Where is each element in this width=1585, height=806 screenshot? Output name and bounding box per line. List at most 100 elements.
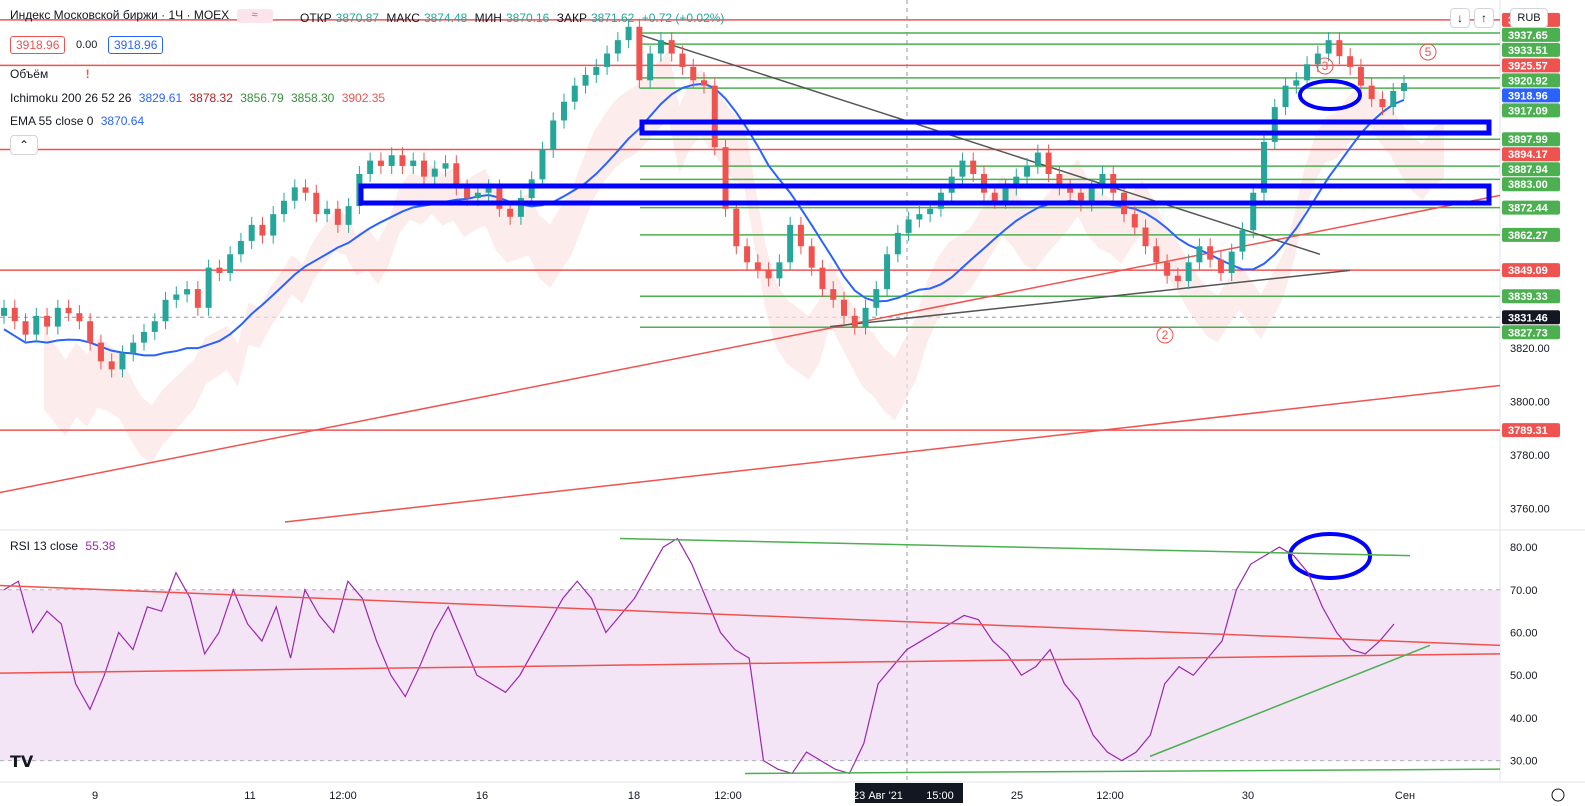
arrow-up-icon: ↑ bbox=[1481, 11, 1487, 25]
candle-body bbox=[927, 208, 934, 215]
currency-selector[interactable]: RUB bbox=[1510, 8, 1548, 28]
candle-body bbox=[1196, 246, 1203, 263]
candle-body bbox=[431, 168, 438, 177]
candle-body bbox=[1056, 173, 1063, 188]
time-axis-tick: 16 bbox=[476, 790, 488, 802]
candle-body bbox=[1002, 187, 1009, 201]
candle-body bbox=[1024, 165, 1031, 177]
candle-body bbox=[539, 149, 546, 180]
settings-gear-icon bbox=[1551, 788, 1565, 802]
collapse-legend-button[interactable]: ⌃ bbox=[10, 135, 38, 155]
volume-label[interactable]: Объём bbox=[10, 67, 49, 81]
candle-body bbox=[119, 353, 126, 370]
candle-body bbox=[550, 120, 557, 150]
candle-body bbox=[604, 53, 611, 67]
price-level-tag bbox=[1502, 73, 1560, 88]
time-axis-tick: 12:00 bbox=[329, 790, 357, 802]
candle-body bbox=[54, 307, 61, 327]
price-axis-tick: 3820.00 bbox=[1510, 343, 1550, 355]
candle-body bbox=[1261, 141, 1267, 193]
candle-body bbox=[991, 192, 998, 201]
candle-body bbox=[636, 26, 643, 81]
candle-body bbox=[1336, 40, 1343, 57]
time-axis-tick: 12:00 bbox=[714, 790, 742, 802]
ichimoku-value-1: 3829.61 bbox=[138, 91, 183, 105]
candle-body bbox=[1185, 262, 1192, 282]
candle-body bbox=[744, 246, 751, 263]
symbol-legend: Индекс Московской биржи · 1Ч · MOEX ≈ bbox=[10, 8, 277, 23]
ohlc-high-value: 3874.48 bbox=[423, 11, 468, 25]
price-level-tag-label: 3839.33 bbox=[1508, 291, 1548, 303]
rsi-trend-green-1 bbox=[619, 537, 1411, 557]
rsi-axis-tick: 50.00 bbox=[1510, 670, 1538, 682]
candle-body bbox=[1099, 173, 1106, 188]
candle-body bbox=[97, 342, 104, 362]
symbol-title[interactable]: Индекс Московской биржи · 1Ч · MOEX bbox=[10, 8, 230, 22]
warning-icon[interactable]: ! bbox=[85, 67, 90, 81]
candle-body bbox=[614, 40, 621, 54]
candle-body bbox=[130, 342, 137, 354]
price-level-tag-label: 3897.99 bbox=[1508, 134, 1548, 146]
compare-icon[interactable]: ≈ bbox=[236, 8, 273, 23]
price-level-tag-label: 3918.96 bbox=[1508, 90, 1548, 102]
candle-body bbox=[1131, 214, 1138, 228]
price-level-tag bbox=[1502, 58, 1560, 73]
candle-body bbox=[1325, 40, 1332, 54]
wave-label-3: 3 bbox=[1322, 59, 1329, 73]
candle-body bbox=[916, 214, 923, 220]
ema-label[interactable]: EMA 55 close 0 bbox=[10, 114, 94, 128]
candle-body bbox=[227, 254, 234, 274]
rsi-trend-red-1 bbox=[0, 653, 1501, 674]
candle-body bbox=[830, 289, 837, 300]
candle-body bbox=[65, 307, 72, 314]
rsi-legend: RSI 13 close 55.38 bbox=[10, 539, 119, 553]
ichimoku-label[interactable]: Ichimoku 200 26 52 26 bbox=[10, 91, 132, 105]
ohlc-low-value: 3870.16 bbox=[505, 11, 550, 25]
candle-body bbox=[421, 160, 427, 177]
ohlc-high-label: МАКС bbox=[386, 11, 420, 25]
candle-body bbox=[593, 66, 600, 75]
candle-body bbox=[87, 321, 94, 343]
price-level-tag bbox=[1502, 103, 1560, 118]
scroll-down-button[interactable]: ↓ bbox=[1450, 8, 1470, 28]
candle-body bbox=[194, 289, 201, 308]
buy-button[interactable]: 3918.96 bbox=[108, 36, 164, 54]
candle-body bbox=[334, 208, 341, 225]
price-level-tag-label: 3887.94 bbox=[1508, 164, 1549, 176]
price-level-tag bbox=[1502, 325, 1560, 340]
maximize-button[interactable]: ↑ bbox=[1474, 8, 1494, 28]
rsi-trend-green-3 bbox=[744, 768, 1501, 775]
ichimoku-legend: Ichimoku 200 26 52 26 3829.61 3878.32 38… bbox=[10, 91, 389, 105]
rsi-axis-tick: 80.00 bbox=[1510, 542, 1538, 554]
sell-button[interactable]: 3918.96 bbox=[10, 36, 66, 54]
crosshair-time-tag bbox=[855, 783, 963, 803]
candle-body bbox=[701, 80, 707, 86]
candle-body bbox=[1239, 230, 1246, 252]
highlight-rect-lower bbox=[358, 183, 1492, 206]
candle-body bbox=[151, 321, 158, 332]
candle-body bbox=[248, 224, 255, 241]
candle-body bbox=[270, 214, 277, 236]
candle-body bbox=[388, 155, 395, 166]
candle-body bbox=[561, 101, 567, 121]
time-axis-tick: 23 Авг '21 bbox=[853, 790, 903, 802]
ohlc-change-value: +0.72 (+0.02%) bbox=[641, 11, 725, 25]
rsi-label[interactable]: RSI 13 close bbox=[10, 539, 79, 553]
candle-body bbox=[302, 187, 309, 193]
ema-value: 3870.64 bbox=[100, 114, 145, 128]
rsi-band bbox=[0, 589, 1500, 761]
rsi-axis-tick: 40.00 bbox=[1510, 713, 1538, 725]
price-level-tag bbox=[1502, 27, 1560, 42]
candle-body bbox=[905, 219, 912, 233]
candle-body bbox=[884, 254, 891, 290]
arrow-down-icon: ↓ bbox=[1457, 11, 1463, 25]
candle-body bbox=[851, 315, 858, 327]
candle-body bbox=[1153, 246, 1160, 263]
highlight-ellipse-rsi bbox=[1288, 532, 1372, 580]
candle-body bbox=[141, 331, 147, 343]
ema-legend: EMA 55 close 0 3870.64 bbox=[10, 114, 148, 128]
rsi-axis-tick: 30.00 bbox=[1510, 756, 1538, 768]
candle-body bbox=[765, 270, 772, 279]
candle-body bbox=[1357, 66, 1364, 86]
